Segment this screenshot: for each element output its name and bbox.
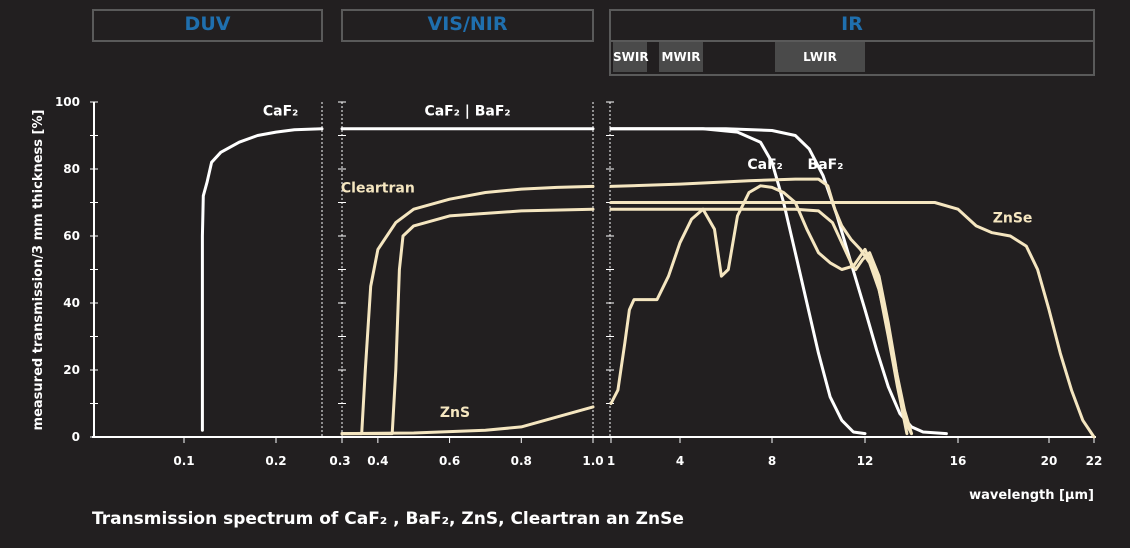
series-line-3 bbox=[340, 207, 595, 436]
subband-lwir: LWIR bbox=[775, 42, 865, 72]
band-ir-label: IR bbox=[841, 13, 863, 35]
series-line-9 bbox=[609, 184, 913, 436]
x-tick-label-2-0: 1 bbox=[607, 454, 615, 468]
series-line-5 bbox=[609, 127, 867, 436]
annotation-6: ZnSe bbox=[993, 211, 1033, 227]
annotation-1: CaF₂ | BaF₂ bbox=[424, 103, 510, 119]
series-line-7 bbox=[609, 177, 913, 436]
annotation-0: CaF₂ bbox=[263, 103, 298, 119]
subband-lwir-label: LWIR bbox=[803, 50, 837, 64]
x-tick-label-2-1: 4 bbox=[676, 454, 684, 468]
band-visnir: VIS/NIR bbox=[341, 9, 594, 42]
annotation-4: CaF₂ bbox=[747, 157, 782, 173]
chart-caption: Transmission spectrum of CaF₂ , BaF₂, Zn… bbox=[92, 509, 684, 529]
subband-swir: SWIR bbox=[613, 42, 649, 72]
x-tick-label-1-4: 1.0 bbox=[582, 454, 603, 468]
x-tick-label-2-4: 16 bbox=[950, 454, 967, 468]
series-line-2 bbox=[340, 184, 595, 436]
y-tick-label-80: 80 bbox=[63, 162, 80, 176]
y-tick-label-0: 0 bbox=[72, 430, 80, 444]
x-tick-label-2-6: 22 bbox=[1086, 454, 1103, 468]
series-line-8 bbox=[609, 207, 909, 436]
subband-mwir: MWIR bbox=[659, 42, 703, 72]
y-tick-label-100: 100 bbox=[55, 95, 80, 109]
y-tick-label-60: 60 bbox=[63, 229, 80, 243]
band-duv-label: DUV bbox=[184, 13, 231, 35]
annotation-2: Cleartran bbox=[341, 180, 415, 196]
x-tick-label-1-0: 0.3 bbox=[329, 454, 350, 468]
x-tick-label-1-2: 0.6 bbox=[439, 454, 460, 468]
ir-subbands: SWIR MWIR LWIR bbox=[609, 42, 1095, 76]
subband-swir-label: SWIR bbox=[613, 50, 649, 64]
annotation-5: BaF₂ bbox=[808, 157, 844, 173]
series-line-0 bbox=[200, 127, 324, 432]
x-tick-label-2-3: 12 bbox=[857, 454, 874, 468]
subband-mwir-label: MWIR bbox=[661, 50, 701, 64]
y-tick-label-20: 20 bbox=[63, 363, 80, 377]
series-line-10 bbox=[609, 201, 1096, 439]
x-tick-label-0-0: 0.1 bbox=[173, 454, 194, 468]
series-line-4 bbox=[340, 405, 595, 436]
annotation-3: ZnS bbox=[440, 405, 470, 421]
y-axis-label: measured transmission/3 mm thickness [%] bbox=[31, 110, 46, 431]
x-tick-label-0-1: 0.2 bbox=[265, 454, 286, 468]
band-duv: DUV bbox=[92, 9, 323, 42]
y-tick-label-40: 40 bbox=[63, 296, 80, 310]
band-visnir-label: VIS/NIR bbox=[427, 13, 508, 35]
x-axis-label: wavelength [μm] bbox=[969, 488, 1094, 503]
x-tick-label-2-5: 20 bbox=[1041, 454, 1058, 468]
series-line-6 bbox=[609, 127, 948, 436]
x-tick-label-1-3: 0.8 bbox=[511, 454, 532, 468]
x-tick-label-2-2: 8 bbox=[768, 454, 776, 468]
x-tick-label-1-1: 0.4 bbox=[367, 454, 388, 468]
band-ir: IR bbox=[609, 9, 1095, 42]
